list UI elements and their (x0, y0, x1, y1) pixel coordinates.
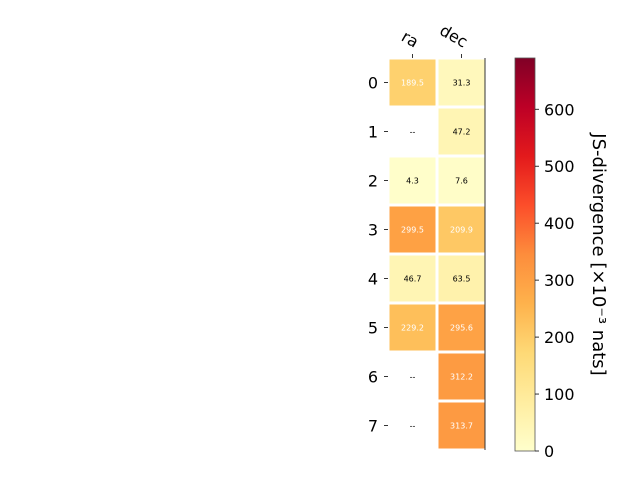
cell-value-label: 313.7 (450, 422, 473, 431)
heatmap-cell (389, 59, 436, 106)
cell-value-label: 31.3 (453, 79, 471, 88)
row-label-2: 2 (368, 172, 378, 191)
colorbar-tick-label: 400 (544, 214, 575, 233)
cell-value-label: 189.5 (401, 79, 424, 88)
row-label-7: 7 (368, 417, 378, 436)
colorbar-tick-label: 0 (544, 442, 554, 461)
cell-value-label: 229.2 (401, 324, 424, 333)
cell-value-label: 7.6 (455, 177, 468, 186)
cell-value-label: 312.2 (450, 373, 473, 382)
colorbar-tick-label: 300 (544, 271, 575, 290)
colorbar-tick-label: 600 (544, 100, 575, 119)
heatmap-cell (389, 255, 436, 302)
colorbar (514, 57, 536, 452)
cell-value-label: 209.9 (450, 226, 473, 235)
row-label-4: 4 (368, 270, 378, 289)
column-label-dec: dec (437, 21, 471, 52)
colorbar-tick-label: 200 (544, 328, 575, 347)
row-label-1: 1 (368, 123, 378, 142)
heatmap-cell (438, 304, 485, 351)
cell-value-label: -- (410, 422, 416, 431)
row-label-5: 5 (368, 319, 378, 338)
colorbar-tick-label: 500 (544, 157, 575, 176)
heatmap-cell (438, 108, 485, 155)
column-label-ra: ra (398, 27, 422, 52)
cell-value-label: -- (410, 128, 416, 137)
heatmap-cell (438, 353, 485, 400)
cell-value-label: 4.3 (406, 177, 419, 186)
colorbar-tick-label: 100 (544, 385, 575, 404)
heatmap-cell (389, 157, 436, 204)
heatmap-cell (438, 157, 485, 204)
heatmap-cell (389, 206, 436, 253)
heatmap-cell (438, 59, 485, 106)
heatmap-cell (438, 206, 485, 253)
cell-value-label: 295.6 (450, 324, 473, 333)
row-label-3: 3 (368, 221, 378, 240)
cell-value-label: -- (410, 373, 416, 382)
heatmap-cell (438, 255, 485, 302)
cell-value-label: 63.5 (453, 275, 471, 284)
cell-value-label: 299.5 (401, 226, 424, 235)
heatmap-cell (438, 402, 485, 449)
cell-value-label: 47.2 (453, 128, 471, 137)
row-label-0: 0 (368, 74, 378, 93)
cell-value-label: 46.7 (404, 275, 422, 284)
colorbar-title: JS-divergence [×10⁻³ nats] (588, 132, 609, 375)
heatmap-cell (389, 304, 436, 351)
row-label-6: 6 (368, 368, 378, 387)
